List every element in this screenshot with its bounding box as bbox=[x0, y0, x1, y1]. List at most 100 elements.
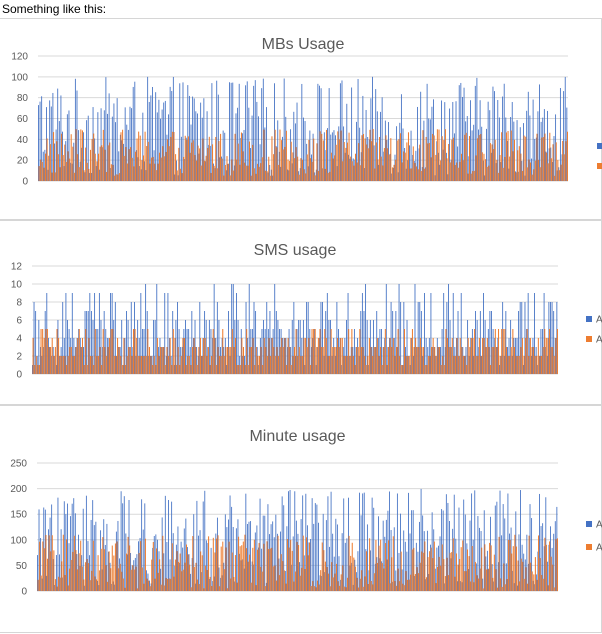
bar-series-a bbox=[286, 169, 288, 181]
bar-series-b bbox=[415, 166, 418, 181]
bar-series-a bbox=[54, 143, 55, 181]
bar-series-a bbox=[251, 329, 253, 374]
bar-series-b bbox=[101, 145, 103, 181]
bar-series-b bbox=[215, 136, 217, 181]
bar-series-a bbox=[240, 137, 242, 181]
bar-series-b bbox=[335, 347, 337, 374]
bar-series-b bbox=[81, 338, 84, 374]
bar-series-b bbox=[265, 347, 267, 374]
bar-series-b bbox=[236, 582, 238, 591]
bar-series-a bbox=[74, 78, 76, 181]
bar-series-a bbox=[180, 136, 182, 181]
bar-series-b bbox=[465, 132, 467, 181]
bar-series-b bbox=[354, 365, 356, 374]
bar-series-b bbox=[218, 141, 220, 181]
bar-series-a bbox=[169, 86, 171, 181]
bar-series-a bbox=[551, 547, 553, 591]
bar-series-b bbox=[263, 338, 265, 374]
bar-series-a bbox=[474, 85, 476, 181]
bar-series-b bbox=[357, 347, 359, 374]
bar-series-b bbox=[130, 147, 132, 181]
bar-series-b bbox=[422, 552, 424, 591]
bar-series-a bbox=[378, 164, 380, 181]
bar-series-b bbox=[555, 142, 557, 181]
bar-series-b bbox=[547, 163, 549, 181]
bar-series-b bbox=[201, 555, 203, 591]
bar-series-b bbox=[207, 347, 209, 374]
bar-series-b bbox=[340, 338, 342, 374]
bar-series-b bbox=[468, 556, 470, 591]
bar-series-b bbox=[50, 551, 52, 591]
bar-series-a bbox=[406, 320, 408, 374]
bar-series-b bbox=[95, 579, 97, 591]
bar-series-b bbox=[520, 558, 522, 591]
bar-series-a bbox=[237, 519, 239, 591]
bar-series-b bbox=[120, 132, 122, 181]
bar-series-a bbox=[404, 347, 406, 374]
bar-series-a bbox=[543, 293, 545, 374]
bar-series-b bbox=[145, 356, 147, 374]
bar-series-a bbox=[556, 302, 558, 374]
bar-series-b bbox=[224, 165, 226, 181]
bar-series-a bbox=[94, 138, 96, 181]
bar-series-a bbox=[267, 329, 269, 374]
bar-series-a bbox=[522, 365, 524, 374]
bar-series-a bbox=[467, 320, 469, 374]
bar-series-a bbox=[306, 143, 308, 181]
bar-series-b bbox=[268, 549, 270, 591]
bar-series-b bbox=[395, 347, 398, 374]
bar-series-b bbox=[499, 356, 501, 374]
bar-series-a bbox=[436, 338, 438, 374]
bar-series-a bbox=[534, 584, 536, 591]
bar-series-a bbox=[241, 133, 243, 181]
bar-series-b bbox=[380, 156, 382, 181]
bar-series-b bbox=[86, 559, 88, 591]
bar-series-a bbox=[193, 98, 195, 181]
bar-series-a bbox=[498, 562, 499, 591]
bar-series-a bbox=[186, 547, 188, 591]
bar-series-b bbox=[274, 565, 276, 591]
bar-series-a bbox=[205, 320, 207, 374]
bar-series-b bbox=[226, 156, 228, 181]
bar-series-b bbox=[442, 356, 444, 374]
bar-series-b bbox=[201, 356, 203, 374]
bar-series-b bbox=[277, 535, 279, 591]
bar-series-b bbox=[281, 140, 283, 181]
y-tick-label: 100 bbox=[11, 72, 28, 83]
bar-series-a bbox=[139, 537, 141, 591]
bar-series-b bbox=[285, 365, 288, 374]
bar-series-a bbox=[501, 535, 503, 591]
bar-series-a bbox=[342, 347, 344, 374]
bar-series-a bbox=[221, 575, 223, 591]
bar-series-b bbox=[490, 365, 492, 374]
bar-series-b bbox=[99, 570, 101, 591]
bar-series-a bbox=[208, 144, 210, 181]
bar-series-a bbox=[284, 570, 286, 591]
bar-series-b bbox=[537, 338, 539, 374]
bar-series-a bbox=[167, 293, 169, 374]
bar-series-a bbox=[445, 494, 447, 591]
bar-series-b bbox=[470, 173, 472, 181]
bar-series-a bbox=[341, 80, 343, 181]
bar-series-b bbox=[338, 139, 340, 181]
legend-label: A bbox=[596, 543, 602, 554]
bar-series-a bbox=[350, 347, 352, 374]
bar-series-a bbox=[198, 153, 200, 181]
bar-series-a bbox=[529, 338, 531, 374]
bar-series-b bbox=[200, 551, 202, 591]
bar-series-b bbox=[330, 152, 332, 181]
bar-series-b bbox=[164, 365, 166, 374]
y-tick-label: 10 bbox=[11, 280, 23, 291]
bar-series-b bbox=[484, 544, 486, 591]
bar-series-a bbox=[393, 338, 395, 374]
bar-series-b bbox=[61, 561, 63, 591]
bar-series-a bbox=[468, 156, 470, 181]
bar-series-b bbox=[139, 135, 141, 181]
bar-series-a bbox=[524, 559, 526, 591]
bar-series-a bbox=[278, 151, 280, 181]
bar-series-a bbox=[183, 528, 185, 591]
bar-series-b bbox=[467, 338, 469, 374]
bar-series-b bbox=[268, 156, 270, 181]
bar-series-b bbox=[261, 157, 263, 181]
y-tick-label: 0 bbox=[22, 177, 28, 188]
